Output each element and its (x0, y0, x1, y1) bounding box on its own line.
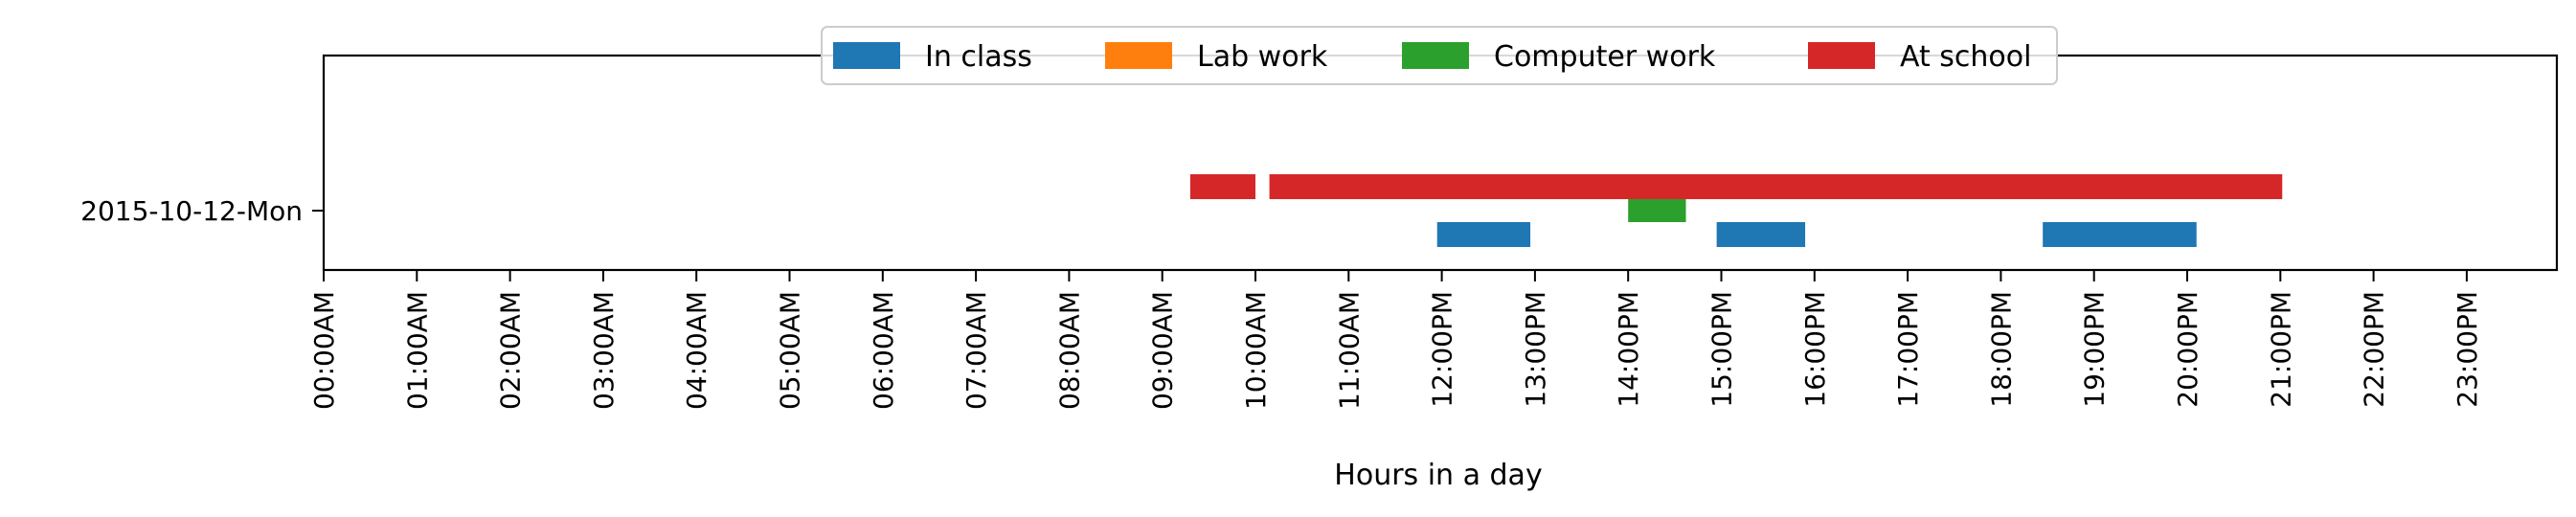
legend-label-lab-work: Lab work (1197, 40, 1328, 74)
x-tick-label: 20:00PM (2172, 291, 2203, 408)
x-tick-label: 13:00PM (1520, 291, 1551, 408)
bars-layer (1189, 174, 2283, 247)
x-axis-title: Hours in a day (1334, 459, 1542, 492)
x-tick-label: 05:00AM (775, 291, 806, 410)
x-tick-label: 02:00AM (495, 291, 527, 410)
legend: In class Lab work Computer work At school (821, 26, 2058, 85)
bar-at-school-1 (1269, 174, 2283, 199)
x-tick-label: 23:00PM (2452, 291, 2483, 408)
x-axis: 00:00AM 01:00AM 02:00AM 03:00AM 04:00AM 05:00… (308, 270, 2483, 410)
x-tick-label: 04:00AM (681, 291, 712, 410)
x-tick-label: 19:00PM (2079, 291, 2111, 408)
bar-computer-work-0 (1628, 197, 1686, 222)
x-tick-label: 11:00AM (1333, 291, 1365, 410)
x-tick-label: 00:00AM (308, 291, 340, 410)
bar-in-class-0 (1436, 222, 1531, 247)
x-tick-label: 03:00AM (588, 291, 620, 410)
x-tick-label: 10:00AM (1240, 291, 1272, 410)
legend-swatch-at-school (1808, 42, 1875, 69)
x-tick-label: 14:00PM (1613, 291, 1644, 408)
bar-at-school-0 (1189, 174, 1255, 199)
x-tick-label: 01:00AM (401, 291, 433, 410)
legend-label-computer-work: Computer work (1494, 40, 1716, 74)
x-tick-label: 22:00PM (2359, 291, 2390, 408)
x-tick-label: 08:00AM (1053, 291, 1085, 410)
x-tick-label: 16:00PM (1799, 291, 1831, 408)
bar-in-class-2 (2043, 222, 2197, 247)
legend-swatch-computer-work (1402, 42, 1469, 69)
y-tick-label: 2015-10-12-Mon (80, 195, 303, 227)
x-tick-label: 06:00AM (868, 291, 899, 410)
legend-swatch-lab-work (1105, 42, 1172, 69)
y-axis: 2015-10-12-Mon (80, 195, 324, 227)
x-tick-label: 09:00AM (1147, 291, 1179, 410)
legend-label-in-class: In class (925, 40, 1032, 74)
x-tick-label: 07:00AM (960, 291, 992, 410)
legend-swatch-in-class (833, 42, 900, 69)
x-tick-label: 21:00PM (2265, 291, 2296, 408)
x-tick-label: 17:00PM (1892, 291, 1924, 408)
legend-label-at-school: At school (1900, 40, 2031, 74)
bar-in-class-1 (1716, 222, 1806, 247)
x-tick-label: 12:00PM (1427, 291, 1458, 408)
x-tick-label: 18:00PM (1985, 291, 2017, 408)
x-tick-label: 15:00PM (1706, 291, 1738, 408)
